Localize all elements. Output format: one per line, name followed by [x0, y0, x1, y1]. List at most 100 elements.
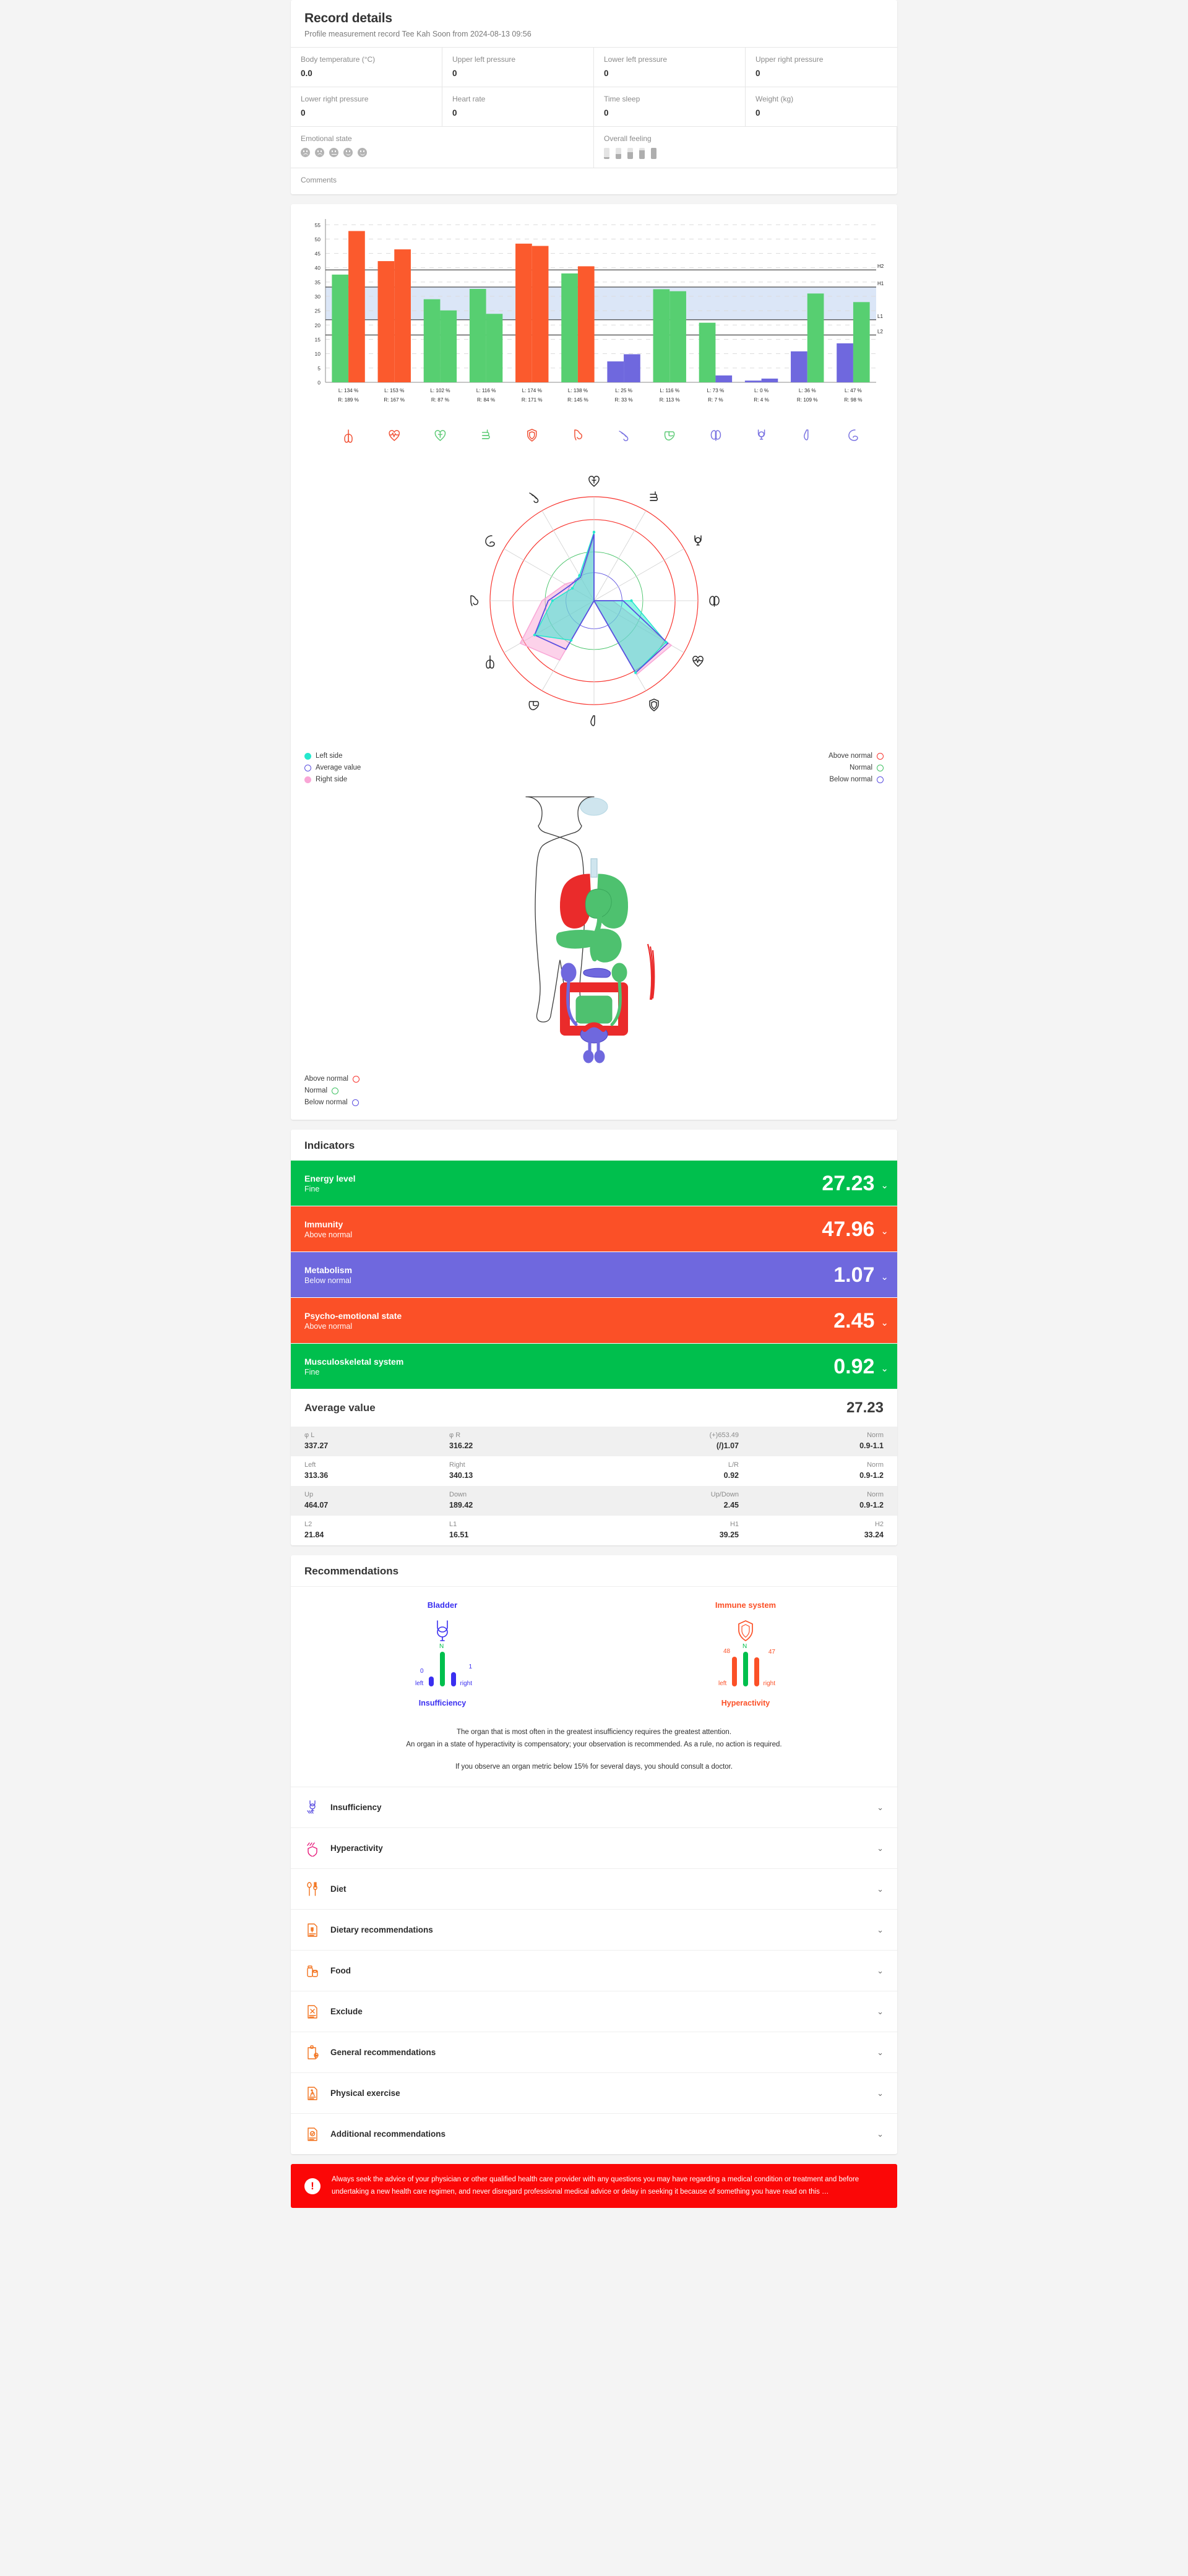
- battery-level-4-icon[interactable]: [639, 148, 645, 159]
- chevron-down-icon[interactable]: ⌄: [880, 1180, 889, 1191]
- kidney-left-organ: [561, 963, 577, 982]
- recommendations-note-line3: If you observe an organ metric below 15%…: [455, 1763, 733, 1771]
- average-cell-value: 0.9-1.2: [859, 1501, 884, 1509]
- chevron-down-icon[interactable]: ⌄: [877, 2088, 884, 2098]
- record-field-value: 0: [452, 69, 457, 78]
- battery-level-2-icon[interactable]: [616, 148, 621, 159]
- average-cell: H2 33.24: [739, 1521, 884, 1539]
- average-cell-value: (/)1.07: [716, 1441, 739, 1450]
- record-field-value: 0: [755, 108, 760, 118]
- average-cell-key: L1: [449, 1521, 457, 1528]
- exclamation-icon: !: [304, 2178, 321, 2194]
- x-tick-right-5: R: 145 %: [567, 397, 588, 403]
- chevron-down-icon[interactable]: ⌄: [877, 1965, 884, 1975]
- bar-right-6: [624, 354, 640, 382]
- indicator-row[interactable]: Musculoskeletal system Fine 0.92 ⌄: [291, 1344, 897, 1389]
- accordion-label: Dietary recommendations: [330, 1925, 433, 1935]
- battery-level-3-icon[interactable]: [627, 148, 633, 159]
- chevron-down-icon[interactable]: ⌄: [877, 2006, 884, 2016]
- record-field-label: Lower right pressure: [301, 95, 369, 103]
- face-happy-icon[interactable]: [343, 148, 353, 157]
- average-cell-value: 0.9-1.2: [859, 1471, 884, 1480]
- chevron-down-icon[interactable]: ⌄: [877, 1925, 884, 1934]
- indicator-row[interactable]: Immunity Above normal 47.96 ⌄: [291, 1206, 897, 1252]
- chevron-down-icon[interactable]: ⌄: [877, 1802, 884, 1812]
- organ-icons-row: [291, 426, 897, 452]
- x-tick-right-6: R: 33 %: [615, 397, 633, 403]
- indicator-state: Above normal: [304, 1321, 353, 1331]
- y-axis-tick: 15: [315, 337, 321, 343]
- gallbladder-icon: [590, 715, 595, 726]
- bar-right-side-label: right: [763, 1680, 775, 1687]
- shield-immune-icon: [649, 698, 659, 711]
- comments-label: Comments: [301, 176, 337, 184]
- face-sad-icon[interactable]: [301, 148, 310, 157]
- accordion-item-hyperactivity[interactable]: Hyperactivity ⌄: [291, 1827, 897, 1869]
- battery-level-1-icon[interactable]: [604, 148, 609, 159]
- average-cell: L/R 0.92: [594, 1461, 739, 1480]
- legend-swatch: [877, 776, 884, 783]
- average-cell: Up/Down 2.45: [594, 1491, 739, 1509]
- liver-icon: [528, 701, 540, 710]
- legend-item: Below normal: [304, 1099, 359, 1106]
- bar-left-2: [423, 299, 441, 382]
- average-cell-key: L2: [304, 1521, 312, 1528]
- indicator-name: Psycho-emotional state: [304, 1310, 402, 1321]
- battery-level-5-icon[interactable]: [651, 148, 656, 159]
- accordion-item-diet[interactable]: Diet ⌄: [291, 1868, 897, 1910]
- indicator-name: Metabolism: [304, 1264, 353, 1275]
- bar-left-6: [607, 361, 624, 382]
- legend-swatch: [877, 752, 884, 760]
- record-field: Lower left pressure 0: [594, 48, 746, 87]
- reference-label-L1: L1: [877, 314, 883, 319]
- indicator-info: Immunity Above normal: [304, 1219, 352, 1239]
- accordion-item-exclude[interactable]: Exclude ⌄: [291, 1991, 897, 2032]
- organ-radar-chart: [291, 452, 897, 746]
- x-tick-right-0: R: 189 %: [338, 397, 359, 403]
- indicators-list: Energy level Fine 27.23 ⌄ Immunity Above norm…: [291, 1161, 897, 1389]
- average-cell: L2 21.84: [304, 1521, 449, 1539]
- face-happy-icon[interactable]: [358, 148, 367, 157]
- y-axis-tick: 35: [315, 279, 321, 285]
- record-field-label: Weight (kg): [755, 95, 794, 103]
- stomach-icon: [470, 595, 479, 606]
- accordion-item-dietary-recommendations[interactable]: Dietary recommendations ⌄: [291, 1909, 897, 1951]
- chevron-down-icon[interactable]: ⌄: [877, 1884, 884, 1894]
- accordion-label: Exclude: [330, 2007, 363, 2017]
- chevron-down-icon[interactable]: ⌄: [877, 2047, 884, 2057]
- chevron-down-icon[interactable]: ⌄: [880, 1363, 889, 1374]
- record-field-label: Upper right pressure: [755, 55, 824, 64]
- spleen-icon: [485, 535, 495, 547]
- y-axis-tick: 25: [315, 308, 321, 314]
- accordion-item-general-recommendations[interactable]: General recommendations ⌄: [291, 2032, 897, 2073]
- accordion-item-food[interactable]: Food ⌄: [291, 1950, 897, 1991]
- x-tick-right-8: R: 7 %: [708, 397, 723, 403]
- average-row: L2 21.84 L1 16.51 H1 39.25 H2 33.24: [291, 1516, 897, 1545]
- accordion-item-insufficiency[interactable]: Insufficiency ⌄: [291, 1787, 897, 1828]
- legend-label: Normal: [304, 1087, 328, 1094]
- emotional-state-label: Emotional state: [301, 134, 352, 143]
- record-field-value: 0: [452, 108, 457, 118]
- insufficiency-organ-name: Bladder: [427, 1600, 458, 1610]
- chevron-down-icon[interactable]: ⌄: [877, 1843, 884, 1853]
- emotional-state-options[interactable]: [301, 148, 583, 157]
- hyperactivity-organ-name: Immune system: [715, 1600, 777, 1610]
- chevron-down-icon[interactable]: ⌄: [877, 2129, 884, 2139]
- overall-feeling-options[interactable]: [604, 148, 887, 159]
- average-cell-value: 313.36: [304, 1471, 329, 1480]
- chevron-down-icon[interactable]: ⌄: [880, 1317, 889, 1328]
- indicator-row[interactable]: Energy level Fine 27.23 ⌄: [291, 1161, 897, 1206]
- chevron-down-icon[interactable]: ⌄: [880, 1226, 889, 1237]
- face-flat-icon[interactable]: [329, 148, 338, 157]
- accordion-item-additional-recommendations[interactable]: Additional recommendations ⌄: [291, 2113, 897, 2155]
- indicator-row[interactable]: Metabolism Below normal 1.07 ⌄: [291, 1252, 897, 1298]
- accordion-label: Insufficiency: [330, 1803, 382, 1813]
- accordion-item-physical-exercise[interactable]: Physical exercise ⌄: [291, 2072, 897, 2114]
- face-sad-icon[interactable]: [315, 148, 324, 157]
- indicator-row[interactable]: Psycho-emotional state Above normal 2.45 ⌄: [291, 1298, 897, 1344]
- bar-left-4: [515, 243, 532, 382]
- chevron-down-icon[interactable]: ⌄: [880, 1271, 889, 1282]
- y-axis-tick: 20: [315, 322, 321, 328]
- x-tick-left-6: L: 25 %: [615, 388, 632, 393]
- recommendations-title: Recommendations: [291, 1555, 897, 1587]
